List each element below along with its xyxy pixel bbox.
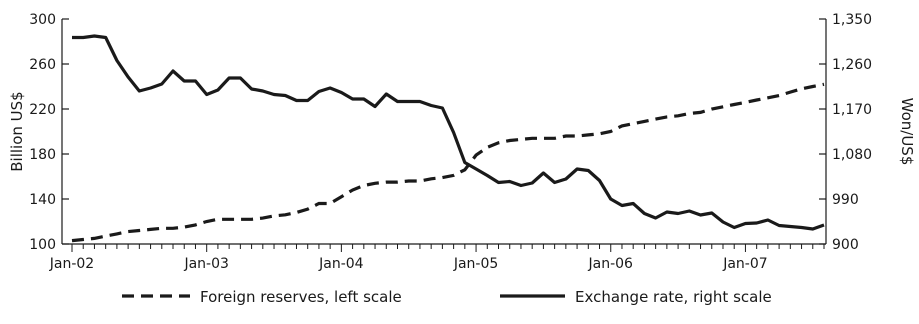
left-tick-label: 100 <box>29 237 56 253</box>
left-tick-label: 220 <box>29 102 56 118</box>
right-tick-label: 1,170 <box>832 102 872 118</box>
x-tick-label: Jan-07 <box>722 256 767 272</box>
right-tick-label: 990 <box>832 192 859 208</box>
left-tick-label: 180 <box>29 147 56 163</box>
right-tick-label: 1,260 <box>832 57 872 73</box>
x-ticks: Jan-02 Jan-03 Jan-04 Jan-05 Jan-06 Jan-07 <box>49 244 825 272</box>
right-tick-label: 900 <box>832 237 859 253</box>
left-axis-title: Billion US$ <box>8 91 26 171</box>
x-tick-label: Jan-06 <box>588 256 634 272</box>
right-tick-label: 1,080 <box>832 147 872 163</box>
legend: Foreign reserves, left scale Exchange ra… <box>122 288 772 306</box>
series-foreign-reserves-line <box>71 82 825 243</box>
left-tick-label: 300 <box>29 12 56 28</box>
right-tick-label: 1,350 <box>832 12 872 28</box>
x-tick-label: Jan-04 <box>318 256 364 272</box>
series-exchange-rate-line <box>72 34 825 231</box>
right-y-ticks: 900 990 1,080 1,170 1,260 1,350 <box>819 12 872 253</box>
left-y-ticks: 100 140 180 220 260 300 <box>29 12 69 253</box>
left-tick-label: 260 <box>29 57 56 73</box>
x-tick-label: Jan-05 <box>453 256 498 272</box>
legend-label-exchange-rate: Exchange rate, right scale <box>575 288 772 306</box>
right-axis-title: Won/US$ <box>898 98 916 166</box>
legend-label-foreign-reserves: Foreign reserves, left scale <box>200 288 402 306</box>
x-tick-label: Jan-02 <box>49 256 94 272</box>
left-tick-label: 140 <box>29 192 56 208</box>
x-tick-label: Jan-03 <box>183 256 228 272</box>
